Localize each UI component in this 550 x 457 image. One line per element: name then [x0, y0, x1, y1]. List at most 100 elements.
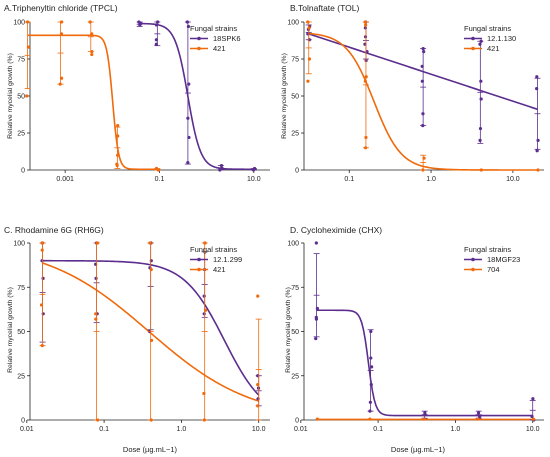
y-tick-label: 25	[291, 373, 299, 380]
data-point	[202, 391, 206, 396]
data-point	[156, 168, 160, 172]
data-point	[364, 23, 368, 27]
data-point	[154, 23, 159, 27]
x-tick-label: 0.01	[20, 426, 34, 433]
data-point	[421, 168, 425, 172]
data-point	[368, 417, 372, 421]
data-point	[90, 50, 94, 54]
x-tick-label: 0.001	[56, 176, 74, 183]
data-point	[368, 400, 372, 404]
panel-a: A.Triphenyltin chloride (TPCL) Relative …	[4, 3, 270, 183]
data-point	[219, 163, 224, 168]
data-point	[256, 404, 260, 408]
data-point	[149, 259, 153, 263]
data-point	[149, 418, 153, 422]
data-point	[364, 135, 368, 140]
y-tick-label: 0	[21, 418, 25, 425]
data-point	[363, 35, 368, 39]
y-axis-label: Relative mycelial growth (%)	[281, 53, 288, 139]
y-tick-label: 50	[291, 329, 299, 336]
y-tick-label: 0	[295, 168, 299, 175]
data-point	[251, 168, 256, 172]
x-tick-label: 0.1	[155, 176, 165, 183]
data-point	[186, 116, 190, 120]
data-point	[478, 42, 482, 46]
panel-title: C. Rhodamine 6G (RH6G)	[4, 225, 104, 235]
data-point	[202, 418, 206, 422]
data-point	[138, 23, 142, 27]
y-tick-label: 75	[291, 285, 299, 292]
data-point	[364, 75, 368, 79]
data-point	[370, 365, 374, 369]
data-point	[314, 336, 318, 341]
data-point	[306, 20, 310, 24]
y-tick-label: 75	[291, 57, 299, 64]
legend-marker	[197, 257, 201, 262]
data-point	[535, 87, 539, 91]
data-point	[156, 20, 160, 24]
data-point	[256, 397, 260, 401]
data-point	[368, 409, 372, 413]
data-point	[314, 317, 318, 321]
data-point	[60, 76, 64, 80]
data-point	[187, 82, 191, 86]
data-point	[115, 163, 119, 168]
data-point	[369, 383, 373, 387]
legend-marker	[197, 267, 201, 272]
x-tick-label: 1.0	[177, 426, 187, 433]
data-point	[59, 20, 64, 24]
data-point	[149, 267, 153, 272]
y-tick-label: 25	[17, 373, 25, 380]
data-point	[423, 413, 427, 417]
legend-label: 18MGF23	[487, 255, 520, 264]
legend-title: Fungal strains	[464, 24, 511, 33]
data-point	[531, 417, 536, 421]
data-point	[478, 138, 482, 142]
data-point	[90, 52, 94, 57]
fit-curve-purple	[139, 22, 254, 171]
y-tick-label: 0	[295, 418, 299, 425]
data-point	[369, 356, 373, 360]
data-point	[536, 168, 540, 172]
data-point	[369, 329, 373, 334]
legend-label: 12.1.299	[213, 255, 242, 264]
data-point	[203, 241, 207, 245]
x-tick-label: 10.0	[252, 426, 266, 433]
data-point	[422, 417, 426, 421]
x-tick-label: 1.0	[451, 426, 461, 433]
data-point	[154, 38, 158, 42]
data-point	[422, 156, 426, 160]
legend-label: 704	[487, 265, 500, 274]
data-point	[536, 138, 540, 142]
data-point	[25, 20, 30, 24]
y-tick-label: 50	[17, 329, 25, 336]
data-point	[40, 248, 44, 252]
y-tick-label: 100	[13, 241, 25, 248]
data-point	[40, 259, 44, 263]
data-point	[476, 417, 480, 421]
x-axis-label: Dose (µg.mL−1)	[391, 445, 446, 454]
data-point	[530, 414, 534, 419]
data-point	[149, 338, 154, 342]
legend-marker	[471, 267, 475, 272]
legend-label: 12.1.130	[487, 34, 516, 43]
x-tick-label: 1.0	[426, 176, 436, 183]
data-point	[40, 241, 44, 245]
x-tick-label: 10.0	[506, 176, 520, 183]
data-point	[203, 308, 208, 312]
data-point	[307, 26, 311, 30]
y-axis-label: Relative mycelial growth (%)	[7, 53, 14, 139]
y-tick-label: 0	[21, 168, 25, 175]
data-point	[94, 312, 98, 316]
y-tick-label: 50	[291, 94, 299, 101]
data-point	[41, 312, 45, 316]
legend-title: Fungal strains	[464, 245, 511, 254]
y-tick-label: 100	[287, 241, 299, 248]
data-point	[363, 79, 367, 83]
data-point	[90, 32, 94, 36]
legend-marker	[471, 257, 475, 262]
data-point	[202, 294, 206, 298]
data-point	[186, 161, 190, 165]
data-point	[41, 276, 45, 280]
